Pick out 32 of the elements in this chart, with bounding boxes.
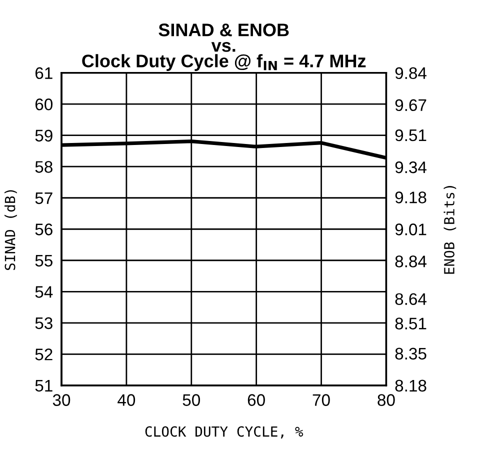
y-axis-title: SINAD (dB)	[4, 190, 17, 270]
y2-tick-label: 9.67	[395, 99, 426, 112]
y-tick-label: 57	[35, 192, 52, 204]
x-tick-label: 40	[118, 394, 136, 406]
y2-tick-label: 9.18	[395, 192, 426, 204]
y2-tick-label: 8.18	[395, 380, 426, 392]
y2-tick-label: 8.64	[395, 293, 427, 305]
y-tick-label: 59	[35, 130, 52, 142]
y-tick-label: 54	[35, 286, 53, 298]
y-tick-label: 60	[35, 98, 53, 110]
x-axis-title: CLOCK DUTY CYCLE, %	[145, 426, 304, 439]
y-tick-label: 52	[35, 348, 52, 360]
y-tick-label: 53	[35, 317, 52, 330]
y2-tick-label: 9.34	[395, 161, 427, 174]
y2-axis-title: ENOB (Bits)	[444, 186, 456, 274]
x-tick-label: 30	[52, 394, 70, 406]
y-tick-label: 55	[35, 254, 52, 267]
x-tick-label: 80	[378, 394, 395, 406]
y2-tick-label: 9.84	[395, 67, 427, 80]
y-tick-label: 58	[35, 161, 52, 173]
y2-tick-label: 8.51	[395, 318, 426, 330]
y2-tick-label: 9.01	[395, 224, 426, 236]
chart-title: SINAD & ENOB vs. Clock Duty Cycle @ f$_{IN}$ = 4.7 MHz	[82, 24, 366, 71]
y-tick-label: 51	[35, 380, 52, 392]
y2-tick-label: 8.35	[395, 348, 426, 360]
y-tick-label: 56	[35, 224, 52, 236]
y2-tick-label: 8.84	[395, 256, 427, 268]
y2-tick-label: 9.51	[395, 129, 426, 142]
x-tick-label: 70	[312, 394, 330, 406]
y-tick-label: 61	[35, 67, 52, 80]
x-tick-label: 60	[248, 394, 265, 406]
x-tick-label: 50	[182, 394, 200, 406]
